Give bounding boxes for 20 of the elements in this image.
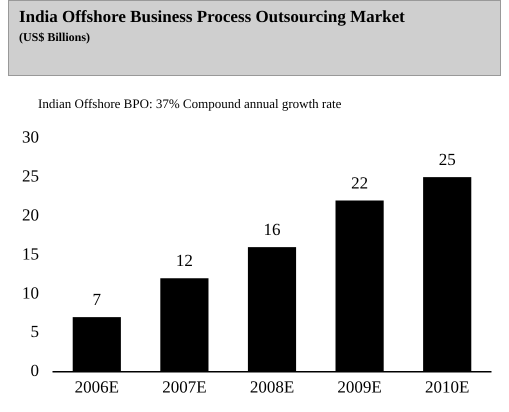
- data-label: 12: [176, 251, 193, 270]
- y-tick-label: 25: [22, 166, 39, 186]
- data-label: 22: [351, 173, 368, 192]
- y-tick-label: 15: [22, 244, 39, 264]
- data-label: 25: [438, 150, 456, 170]
- y-tick-label: 5: [30, 322, 39, 342]
- y-tick-label: 10: [22, 283, 39, 302]
- text: Indian Offshore BPO: 37% Compound annual growth rate: [38, 96, 342, 112]
- data-label: 16: [264, 220, 280, 240]
- x-tick-label: 2010E: [425, 377, 470, 396]
- chart-subtitle: (US$ Billions): [19, 30, 92, 45]
- x-tick-label: 2007E: [162, 377, 207, 396]
- x-tick-label: 2009E: [337, 377, 382, 396]
- y-tick-label: 0: [30, 361, 39, 380]
- y-tick-label: 30: [22, 128, 39, 147]
- chart-title: India Offshore Business Process Outsourcing Market: [19, 7, 406, 27]
- data-label: 7: [92, 290, 102, 310]
- x-tick-label: 2008E: [250, 377, 294, 396]
- y-tick-label: 20: [22, 205, 39, 224]
- x-tick-label: 2006E: [74, 377, 119, 396]
